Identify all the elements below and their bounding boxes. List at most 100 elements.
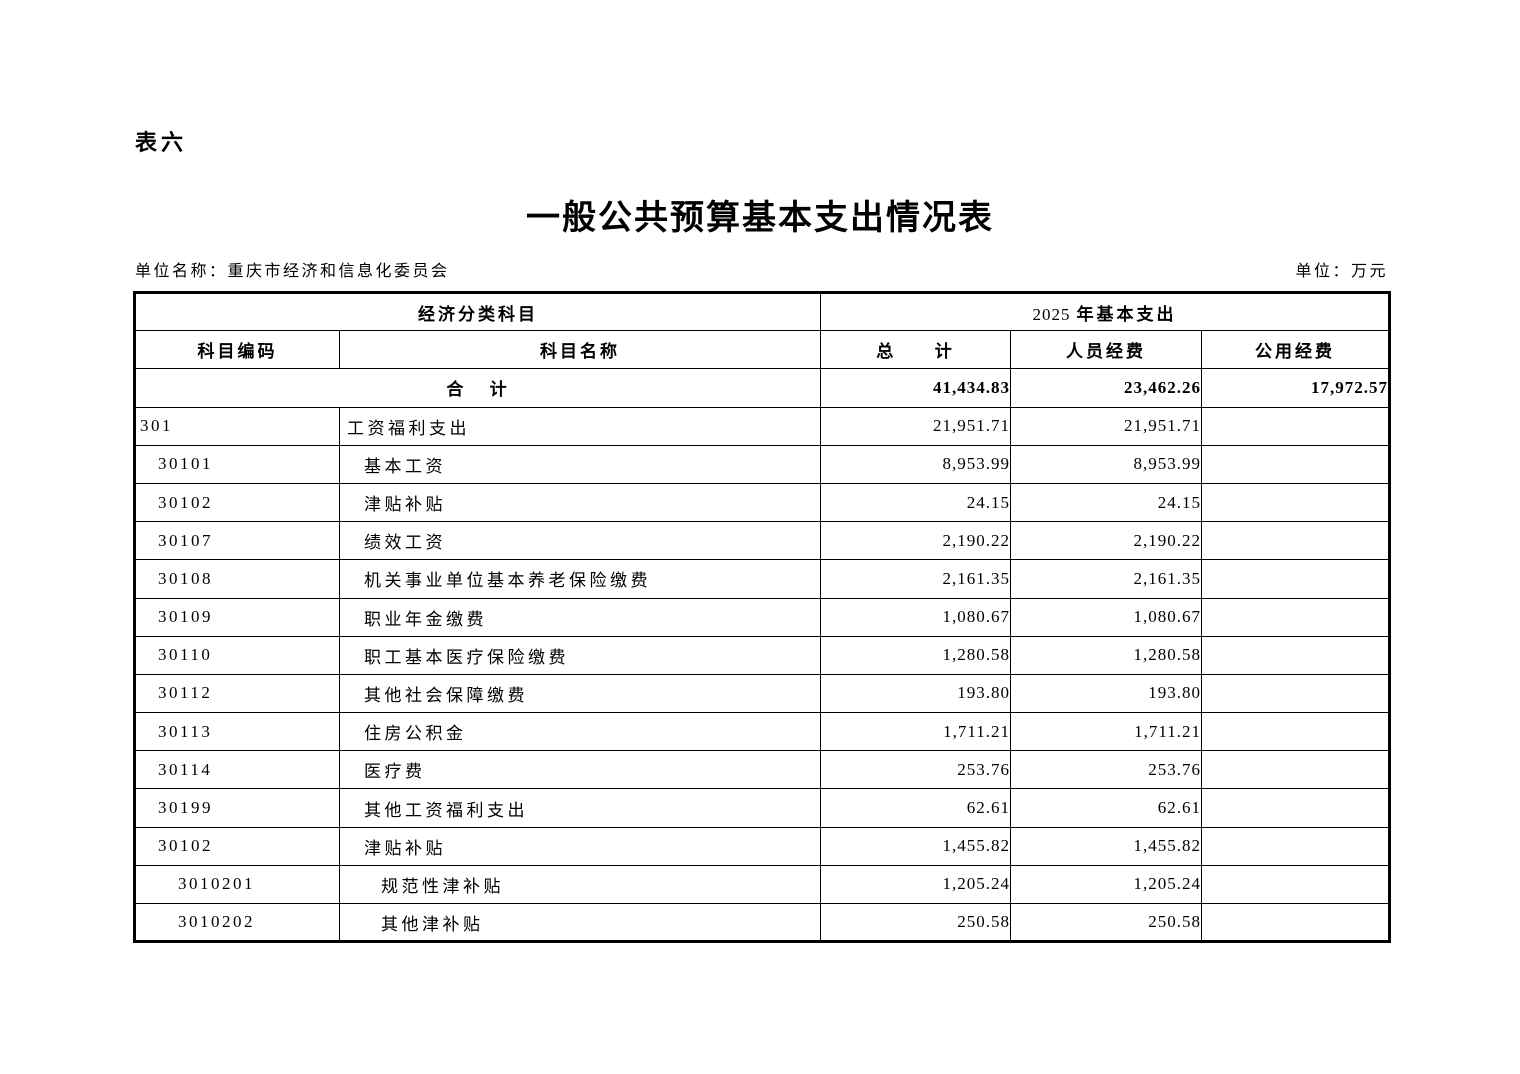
- table-row: 30107 绩效工资 2,190.22 2,190.22: [134, 521, 1391, 561]
- column-header-total: 总 计: [820, 330, 1011, 370]
- public-value: [1200, 521, 1391, 561]
- column-header-name: 科目名称: [339, 330, 821, 370]
- personnel-value: 1,280.58: [1010, 635, 1202, 675]
- table-row: 301 工资福利支出 21,951.71 21,951.71: [134, 406, 1391, 446]
- header-columns-row: 科目编码 科目名称 总 计 人员经费 公用经费: [134, 330, 1391, 370]
- total-value: 8,953.99: [820, 444, 1011, 484]
- total-row-public: 17,972.57: [1200, 368, 1391, 408]
- subject-name: 津贴补贴: [339, 482, 821, 523]
- total-row: 合 计 41,434.83 23,462.26 17,972.57: [134, 368, 1391, 408]
- total-value: 250.58: [820, 902, 1011, 943]
- total-value: 1,455.82: [820, 826, 1011, 866]
- subject-code: 30108: [134, 559, 340, 599]
- table-row: 3010202 其他津补贴 250.58 250.58: [134, 902, 1391, 943]
- personnel-value: 1,455.82: [1010, 826, 1202, 866]
- total-value: 193.80: [820, 673, 1011, 714]
- public-value: [1200, 864, 1391, 905]
- personnel-value: 1,080.67: [1010, 597, 1202, 637]
- subject-name: 医疗费: [339, 750, 821, 790]
- personnel-value: 8,953.99: [1010, 444, 1202, 484]
- subject-name: 工资福利支出: [339, 406, 821, 446]
- header-year-text: 年基本支出: [1076, 304, 1177, 324]
- subject-name: 机关事业单位基本养老保险缴费: [339, 559, 821, 599]
- subject-name: 津贴补贴: [339, 826, 821, 866]
- total-value: 24.15: [820, 482, 1011, 523]
- total-value: 21,951.71: [820, 406, 1011, 446]
- table-row: 30114 医疗费 253.76 253.76: [134, 750, 1391, 790]
- table-row: 3010201 规范性津补贴 1,205.24 1,205.24: [134, 864, 1391, 905]
- total-row-total: 41,434.83: [820, 368, 1011, 408]
- total-row-label: 合 计: [134, 368, 821, 408]
- header-group-row: 经济分类科目 2025 年基本支出: [134, 291, 1391, 332]
- public-value: [1200, 635, 1391, 675]
- public-value: [1200, 673, 1391, 714]
- subject-code: 3010202: [134, 902, 340, 943]
- total-value: 62.61: [820, 788, 1011, 828]
- table-number-label: 表六: [135, 130, 188, 155]
- header-year: 2025: [1032, 304, 1071, 324]
- subject-code: 30110: [134, 635, 340, 675]
- public-value: [1200, 712, 1391, 752]
- personnel-value: 24.15: [1010, 482, 1202, 523]
- subject-code: 30113: [134, 712, 340, 752]
- subject-code: 30112: [134, 673, 340, 714]
- total-value: 1,080.67: [820, 597, 1011, 637]
- total-row-personnel: 23,462.26: [1010, 368, 1202, 408]
- public-value: [1200, 826, 1391, 866]
- personnel-value: 1,205.24: [1010, 864, 1202, 905]
- table-row: 30102 津贴补贴 1,455.82 1,455.82: [134, 826, 1391, 866]
- subject-name: 职工基本医疗保险缴费: [339, 635, 821, 675]
- header-year-basic-expenditure: 2025 年基本支出: [819, 291, 1391, 332]
- subject-name: 其他社会保障缴费: [339, 673, 821, 714]
- header-economic-classification: 经济分类科目: [134, 291, 821, 332]
- subject-code: 30114: [134, 750, 340, 790]
- public-value: [1200, 482, 1391, 523]
- column-header-code: 科目编码: [134, 330, 340, 370]
- budget-table: 经济分类科目 2025 年基本支出 科目编码 科目名称 总 计 人员经费 公用经费…: [133, 291, 1392, 944]
- table-row: 30101 基本工资 8,953.99 8,953.99: [134, 444, 1391, 484]
- subject-code: 3010201: [134, 864, 340, 905]
- personnel-value: 21,951.71: [1010, 406, 1202, 446]
- subject-code: 30107: [134, 521, 340, 561]
- total-value: 253.76: [820, 750, 1011, 790]
- page-title: 一般公共预算基本支出情况表: [526, 200, 994, 237]
- subject-name: 职业年金缴费: [339, 597, 821, 637]
- subject-code: 30102: [134, 826, 340, 866]
- subject-name: 其他工资福利支出: [339, 788, 821, 828]
- public-value: [1200, 444, 1391, 484]
- subject-name: 基本工资: [339, 444, 821, 484]
- meta-row: 单位名称：重庆市经济和信息化委员会 单位：万元: [135, 257, 1388, 281]
- public-value: [1200, 902, 1391, 943]
- personnel-value: 253.76: [1010, 750, 1202, 790]
- subject-name: 其他津补贴: [339, 902, 821, 943]
- subject-name: 规范性津补贴: [339, 864, 821, 905]
- personnel-value: 2,190.22: [1010, 521, 1202, 561]
- column-header-personnel: 人员经费: [1010, 330, 1202, 370]
- total-value: 1,711.21: [820, 712, 1011, 752]
- public-value: [1200, 406, 1391, 446]
- public-value: [1200, 788, 1391, 828]
- public-value: [1200, 750, 1391, 790]
- table-row: 30108 机关事业单位基本养老保险缴费 2,161.35 2,161.35: [134, 559, 1391, 599]
- total-value: 1,280.58: [820, 635, 1011, 675]
- public-value: [1200, 559, 1391, 599]
- table-row: 30199 其他工资福利支出 62.61 62.61: [134, 788, 1391, 828]
- unit-name-label: 单位名称：: [135, 263, 228, 280]
- subject-code: 301: [134, 406, 340, 446]
- public-value: [1200, 597, 1391, 637]
- personnel-value: 2,161.35: [1010, 559, 1202, 599]
- subject-name: 绩效工资: [339, 521, 821, 561]
- currency-unit-label: 单位：万元: [1295, 263, 1388, 280]
- table-row: 30102 津贴补贴 24.15 24.15: [134, 482, 1391, 523]
- subject-code: 30102: [134, 482, 340, 523]
- total-value: 2,161.35: [820, 559, 1011, 599]
- subject-code: 30199: [134, 788, 340, 828]
- personnel-value: 250.58: [1010, 902, 1202, 943]
- subject-code: 30101: [134, 444, 340, 484]
- subject-code: 30109: [134, 597, 340, 637]
- column-header-public: 公用经费: [1200, 330, 1391, 370]
- total-value: 2,190.22: [820, 521, 1011, 561]
- table-row: 30112 其他社会保障缴费 193.80 193.80: [134, 673, 1391, 714]
- subject-name: 住房公积金: [339, 712, 821, 752]
